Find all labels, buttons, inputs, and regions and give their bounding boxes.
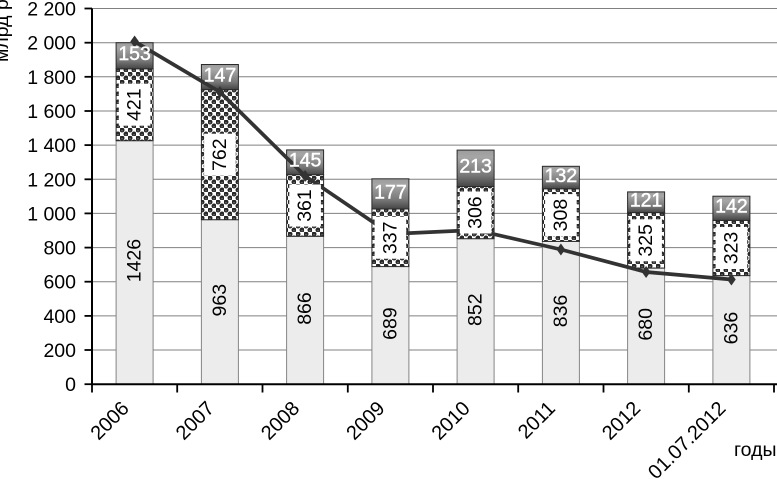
svg-text:866: 866 [294,292,316,325]
svg-text:836: 836 [550,295,572,328]
svg-text:153: 153 [118,43,151,65]
svg-text:306: 306 [465,196,487,229]
svg-text:421: 421 [124,88,146,121]
svg-text:147: 147 [204,65,237,87]
svg-text:1 600: 1 600 [27,101,76,123]
svg-text:121: 121 [630,190,663,212]
svg-text:213: 213 [459,156,492,178]
svg-text:361: 361 [294,189,316,222]
svg-text:308: 308 [550,199,572,232]
svg-text:200: 200 [43,340,76,362]
svg-text:852: 852 [465,293,487,326]
svg-text:337: 337 [379,222,401,255]
svg-text:1 800: 1 800 [27,67,76,89]
svg-text:689: 689 [379,307,401,340]
svg-text:1 200: 1 200 [27,169,76,191]
svg-text:2 200: 2 200 [27,0,76,21]
svg-text:1 400: 1 400 [27,135,76,157]
svg-text:145: 145 [289,150,322,172]
svg-text:1426: 1426 [124,239,146,282]
svg-text:0: 0 [65,374,76,396]
svg-text:142: 142 [715,196,748,218]
svg-text:680: 680 [635,308,657,341]
svg-text:132: 132 [545,165,578,187]
svg-text:400: 400 [43,306,76,328]
svg-text:325: 325 [635,224,657,257]
svg-text:636: 636 [720,312,742,345]
svg-text:963: 963 [209,284,231,317]
svg-text:млрд р.: млрд р. [0,0,13,62]
svg-text:762: 762 [209,138,231,171]
svg-text:600: 600 [43,272,76,294]
svg-text:323: 323 [720,232,742,265]
svg-text:1 000: 1 000 [27,203,76,225]
svg-text:годы: годы [734,439,777,461]
svg-text:177: 177 [374,181,407,203]
svg-text:800: 800 [43,238,76,260]
svg-text:2 000: 2 000 [27,33,76,55]
